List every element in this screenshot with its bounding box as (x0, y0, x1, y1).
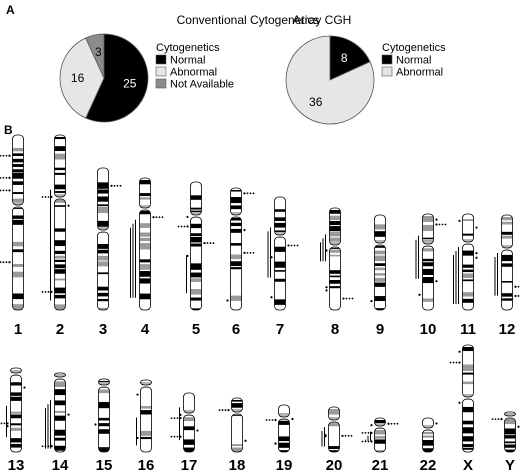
chromosome-label-2: 2 (56, 321, 64, 338)
panel-b-label: B (4, 123, 13, 137)
chromosome-label-1: 1 (14, 321, 22, 338)
chromosome-20 (321, 406, 353, 453)
chromosome-label-21: 21 (372, 457, 389, 473)
chromosome-1 (0, 134, 24, 311)
chromosome-label-6: 6 (232, 321, 240, 338)
chromosome-11 (453, 213, 478, 311)
pie1-legend-swatch (155, 78, 167, 89)
chromosome-19 (265, 404, 294, 453)
chromosome-label-8: 8 (331, 321, 339, 338)
chromosome-label-10: 10 (420, 321, 437, 338)
chromosome-label-5: 5 (192, 321, 200, 338)
chromosome-15 (94, 378, 110, 453)
chromosome-label-7: 7 (276, 321, 284, 338)
pie1-slice-label: 25 (123, 77, 137, 91)
chromosome-X (449, 344, 474, 453)
chromosome-label-16: 16 (138, 457, 155, 473)
chromosome-label-9: 9 (376, 321, 384, 338)
pie2-legend-swatch (381, 54, 393, 65)
pie1-slice-abnormal (59, 37, 105, 119)
chromosome-label-12: 12 (499, 321, 516, 338)
chromosome-3 (97, 167, 122, 311)
pie1-legend-label: Not Available (170, 79, 234, 91)
chromosome-label-Y: Y (505, 457, 515, 473)
chromosome-5 (177, 181, 215, 311)
chromosome-16 (136, 379, 152, 453)
pie2-legend-swatch (381, 66, 393, 77)
chromosome-6 (226, 187, 255, 311)
panel-a-label: A (6, 3, 15, 17)
chromosome-13 (0, 367, 26, 453)
chromosome-7 (267, 196, 299, 311)
chromosome-label-4: 4 (141, 321, 150, 338)
pie2-slice-label: 36 (309, 95, 323, 109)
pie2-slice-label: 8 (341, 51, 348, 65)
pie1-legend-swatch (155, 66, 167, 77)
chromosome-label-14: 14 (52, 457, 69, 473)
pie1-slices: 25 16 3 (59, 33, 149, 123)
chromosome-2 (41, 134, 70, 311)
chromosome-label-20: 20 (326, 457, 343, 473)
pie2-slice-abnormal (285, 35, 375, 125)
chromosome-label-15: 15 (96, 457, 113, 473)
pie2-legend-label: Normal (396, 55, 431, 67)
pie1-legend-label: Abnormal (170, 67, 217, 79)
pie1-slice-normal (85, 33, 149, 123)
chromosome-label-18: 18 (229, 457, 246, 473)
pie1-slice-label: 3 (95, 45, 102, 59)
pie1-slice-label: 16 (71, 71, 85, 85)
pie1-legend-label: Normal (170, 55, 205, 67)
chromosome-14 (41, 372, 70, 453)
chromosome-4 (130, 177, 164, 311)
pie2-title: Array CGH (293, 13, 352, 27)
chromosome-label-X: X (463, 457, 473, 473)
chromosome-21 (361, 417, 399, 453)
chromosome-label-17: 17 (181, 457, 198, 473)
chromosome-label-22: 22 (420, 457, 437, 473)
pie2-legend-title: Cytogenetics (382, 42, 446, 54)
pie1-legend-swatch (155, 54, 167, 65)
chromosome-17 (170, 392, 199, 453)
chromosome-Y (491, 411, 520, 453)
pie1-legend-title: Cytogenetics (156, 42, 220, 54)
chromosome-18 (218, 397, 247, 453)
chromosome-10 (415, 213, 447, 311)
chromosome-label-19: 19 (276, 457, 293, 473)
chromosome-9 (370, 214, 386, 311)
chromosome-12 (494, 214, 520, 311)
pie2-slices: 8 36 (285, 35, 375, 125)
chromosome-label-13: 13 (8, 457, 25, 473)
chromosome-label-11: 11 (460, 321, 476, 338)
pie2-slice-normal (329, 35, 371, 81)
chromosome-8 (320, 207, 354, 311)
chromosome-label-3: 3 (99, 321, 107, 338)
pie2-legend-label: Abnormal (396, 67, 443, 79)
chromosome-22 (422, 417, 438, 453)
pie1-slice-not-available (85, 33, 105, 79)
pie1-title: Conventional Cytogenetics (177, 13, 320, 27)
